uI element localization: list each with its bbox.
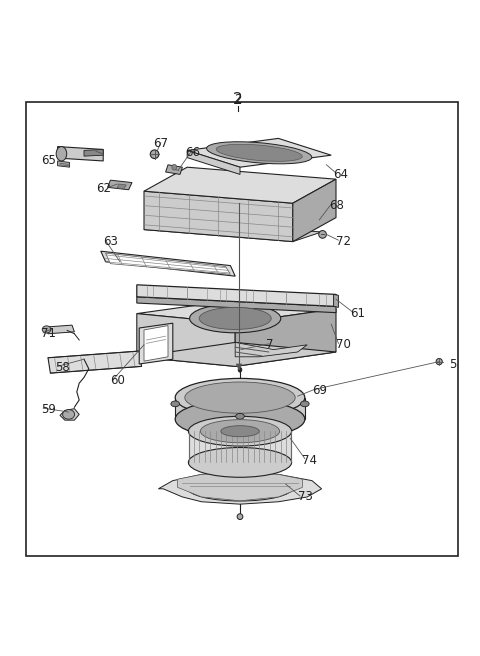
Text: 70: 70 xyxy=(336,338,351,352)
Polygon shape xyxy=(187,138,331,167)
Ellipse shape xyxy=(300,401,309,407)
Ellipse shape xyxy=(175,379,305,417)
Ellipse shape xyxy=(201,420,279,443)
Polygon shape xyxy=(137,297,336,313)
Text: 67: 67 xyxy=(154,136,168,150)
Polygon shape xyxy=(144,191,293,241)
Text: 69: 69 xyxy=(312,384,327,397)
Text: 2: 2 xyxy=(234,92,241,106)
Polygon shape xyxy=(175,398,305,419)
Ellipse shape xyxy=(216,144,302,161)
Polygon shape xyxy=(144,220,322,241)
Ellipse shape xyxy=(238,367,242,372)
Ellipse shape xyxy=(190,304,281,333)
Ellipse shape xyxy=(171,401,180,407)
Ellipse shape xyxy=(188,447,292,478)
Text: 73: 73 xyxy=(298,491,312,503)
Polygon shape xyxy=(139,323,173,364)
Ellipse shape xyxy=(199,308,271,329)
Ellipse shape xyxy=(175,400,305,438)
Polygon shape xyxy=(58,146,103,161)
Polygon shape xyxy=(137,314,235,367)
Polygon shape xyxy=(334,295,338,308)
Polygon shape xyxy=(137,285,336,306)
Polygon shape xyxy=(236,364,242,370)
Polygon shape xyxy=(106,253,230,274)
Text: 66: 66 xyxy=(185,146,200,159)
Text: 71: 71 xyxy=(41,327,56,340)
Polygon shape xyxy=(293,179,336,241)
Polygon shape xyxy=(117,184,126,189)
Polygon shape xyxy=(189,431,291,462)
Polygon shape xyxy=(46,325,74,334)
Ellipse shape xyxy=(319,230,326,238)
Polygon shape xyxy=(144,325,168,361)
Polygon shape xyxy=(108,180,132,190)
Text: 7: 7 xyxy=(266,338,274,352)
Ellipse shape xyxy=(150,150,159,159)
Ellipse shape xyxy=(172,164,177,170)
Text: 2: 2 xyxy=(233,92,242,106)
Polygon shape xyxy=(144,167,336,203)
Ellipse shape xyxy=(221,426,259,437)
Ellipse shape xyxy=(56,146,67,161)
Text: 68: 68 xyxy=(329,199,344,212)
Polygon shape xyxy=(84,150,103,156)
Ellipse shape xyxy=(237,514,243,520)
Ellipse shape xyxy=(42,326,51,333)
Ellipse shape xyxy=(188,417,292,446)
Text: 72: 72 xyxy=(336,235,351,248)
Polygon shape xyxy=(60,409,79,420)
Polygon shape xyxy=(235,309,336,367)
Ellipse shape xyxy=(436,358,443,365)
Polygon shape xyxy=(187,150,240,174)
Text: 61: 61 xyxy=(350,307,365,320)
Polygon shape xyxy=(137,299,336,323)
Polygon shape xyxy=(101,251,235,276)
Polygon shape xyxy=(166,165,182,174)
Text: 62: 62 xyxy=(96,182,111,195)
Polygon shape xyxy=(235,342,307,357)
Polygon shape xyxy=(178,472,302,501)
Text: 58: 58 xyxy=(55,361,70,374)
Ellipse shape xyxy=(187,475,293,501)
Polygon shape xyxy=(58,161,70,167)
Text: 5: 5 xyxy=(449,358,456,371)
Text: 74: 74 xyxy=(302,453,317,466)
Polygon shape xyxy=(48,351,142,373)
Ellipse shape xyxy=(185,382,295,413)
Ellipse shape xyxy=(236,413,244,419)
Text: 64: 64 xyxy=(334,168,348,181)
Text: 65: 65 xyxy=(41,154,56,167)
Polygon shape xyxy=(158,472,322,504)
Text: 63: 63 xyxy=(103,235,118,248)
Text: 59: 59 xyxy=(41,403,56,416)
Text: 60: 60 xyxy=(110,375,125,387)
Ellipse shape xyxy=(206,142,312,164)
Ellipse shape xyxy=(62,409,75,419)
Polygon shape xyxy=(137,342,336,367)
